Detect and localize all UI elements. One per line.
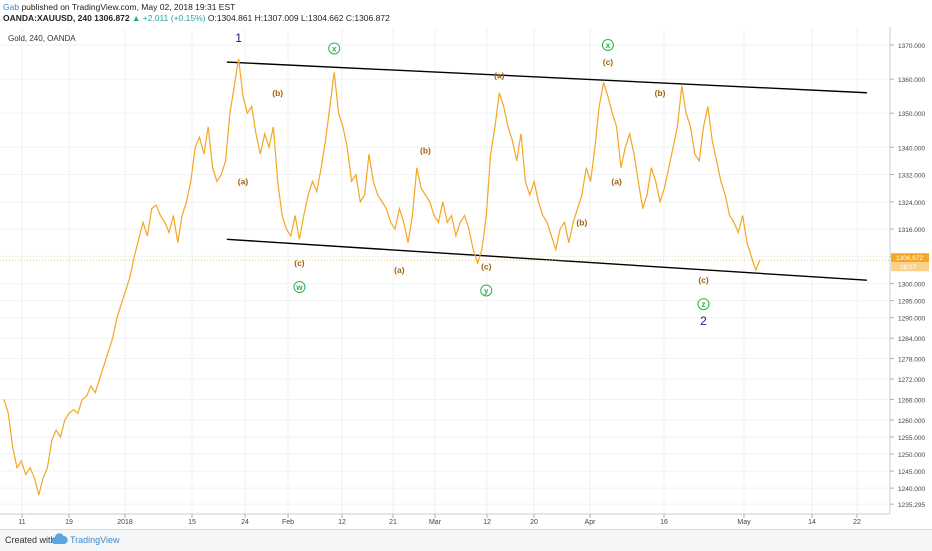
footer-bar: Created with TradingView [0,529,932,551]
created-with-text: Created with [5,535,56,545]
time-tick-label: 15 [188,519,196,526]
channel-bottom-line[interactable] [226,238,867,281]
price-tick-label: 1250.000 [898,452,925,459]
wave-label: (a) [394,265,405,275]
price-tick-label: 1340.000 [898,145,925,152]
wave-circle-marker [601,39,614,52]
time-tick-label: 12 [483,519,491,526]
price-chart[interactable]: Gold, 240, OANDA 1235.295 1240.000 1245.00… [0,0,932,528]
time-tick-label: 11 [18,519,25,526]
time-tick-label: 20 [530,519,538,526]
price-tick-label: 1272.000 [898,377,925,384]
wave-label: (c) [481,262,492,272]
price-series-line [3,58,761,496]
price-change: ▲ +2.011 (+0.15%) [132,13,206,23]
countdown-tag [891,262,929,272]
wave-circle-marker [480,284,493,297]
grid-lines [0,28,890,514]
price-tick-label: 1240.000 [898,486,925,493]
wave-degree-label: 1 [235,31,242,45]
symbol-name: OANDA:XAUUSD, 240 [3,13,92,23]
time-tick-label: 14 [808,519,816,526]
last-price: 1306.872 [94,13,130,23]
time-tick-label: 16 [660,519,668,526]
wave-label: (b) [272,88,283,98]
price-tick-label: 1284.000 [898,336,925,343]
time-tick-label: 21 [389,519,397,526]
wave-label: (a) [494,71,505,81]
wave-label: (c) [294,258,305,268]
price-tick-label: 1324.000 [898,200,925,207]
wave-circle-label: z [702,300,706,309]
wave-circle-marker [293,281,306,294]
tradingview-brand-link[interactable]: TradingView [70,535,120,545]
price-tick-label: 1316.000 [898,227,925,234]
wave-circle-label: w [295,283,303,292]
countdown-tag-text: 28:57 [900,264,917,271]
price-axis[interactable]: 1235.295 1240.000 1245.000 1250.000 1255.000… [890,43,925,509]
price-tick-label: 1255.000 [898,435,925,442]
wave-circle-label: x [606,41,611,50]
publish-line: Gab published on TradingView.com, May 02… [3,2,390,13]
ohlc-values: O:1304.861 H:1307.009 L:1304.662 C:1306.… [207,13,390,23]
price-tick-label: 1245.000 [898,469,925,476]
price-tick-label: 1300.000 [898,282,925,289]
wave-label: (a) [611,176,622,186]
time-tick-label: Feb [282,519,294,526]
price-tick-label: 1266.000 [898,398,925,405]
wave-circle-label: y [484,286,489,295]
time-tick-label: May [737,519,751,526]
wave-label: (a) [238,176,249,186]
channel-top-line[interactable] [226,61,867,94]
time-axis[interactable]: 11 19 2018 15 24 Feb 12 21 Mar 12 20 Apr 16 May 14 22 [18,514,861,526]
price-tick-label: 1278.000 [898,357,925,364]
price-tick-label: 1290.000 [898,316,925,323]
last-price-tag [891,253,929,263]
chart-header: Gab published on TradingView.com, May 02… [3,2,390,24]
price-tick-label: 1235.295 [898,502,925,509]
price-tick-label: 1260.000 [898,418,925,425]
publish-info: published on TradingView.com, May 02, 20… [19,2,236,12]
time-tick-label: 24 [241,519,249,526]
price-tick-label: 1350.000 [898,111,925,118]
trend-channel [226,61,867,281]
wave-label: (b) [655,88,666,98]
time-tick-label: Apr [585,519,597,526]
price-tick-label: 1370.000 [898,43,925,50]
wave-label: (c) [698,275,709,285]
wave-circle-marker [697,298,710,311]
wave-label: (b) [420,146,431,156]
last-price-tag-text: 1306.872 [896,255,923,262]
time-tick-label: 2018 [117,519,133,526]
symbol-line: OANDA:XAUUSD, 240 1306.872 ▲ +2.011 (+0.… [3,13,390,24]
wave-label: (b) [576,217,587,227]
cloud-icon [51,533,68,544]
time-tick-label: 19 [65,519,73,526]
wave-annotations: 1 x x (c) (a) (b) (b) (b) (a) (a) (b) (c) (a) (c) (c) w… [235,31,710,328]
wave-degree-label: 2 [700,314,707,328]
price-tick-label: 1332.000 [898,173,925,180]
last-price-box: 1306.872 28:57 [0,253,929,272]
wave-circle-label: x [332,44,337,53]
author-link[interactable]: Gab [3,2,20,12]
price-tick-label: 1295.000 [898,299,925,306]
wave-label: (c) [603,57,614,67]
chart-legend-title: Gold, 240, OANDA [8,34,76,43]
time-tick-label: 12 [338,519,346,526]
time-tick-label: 22 [853,519,861,526]
price-tick-label: 1360.000 [898,77,925,84]
time-tick-label: Mar [429,519,442,526]
wave-circle-marker [328,42,341,55]
